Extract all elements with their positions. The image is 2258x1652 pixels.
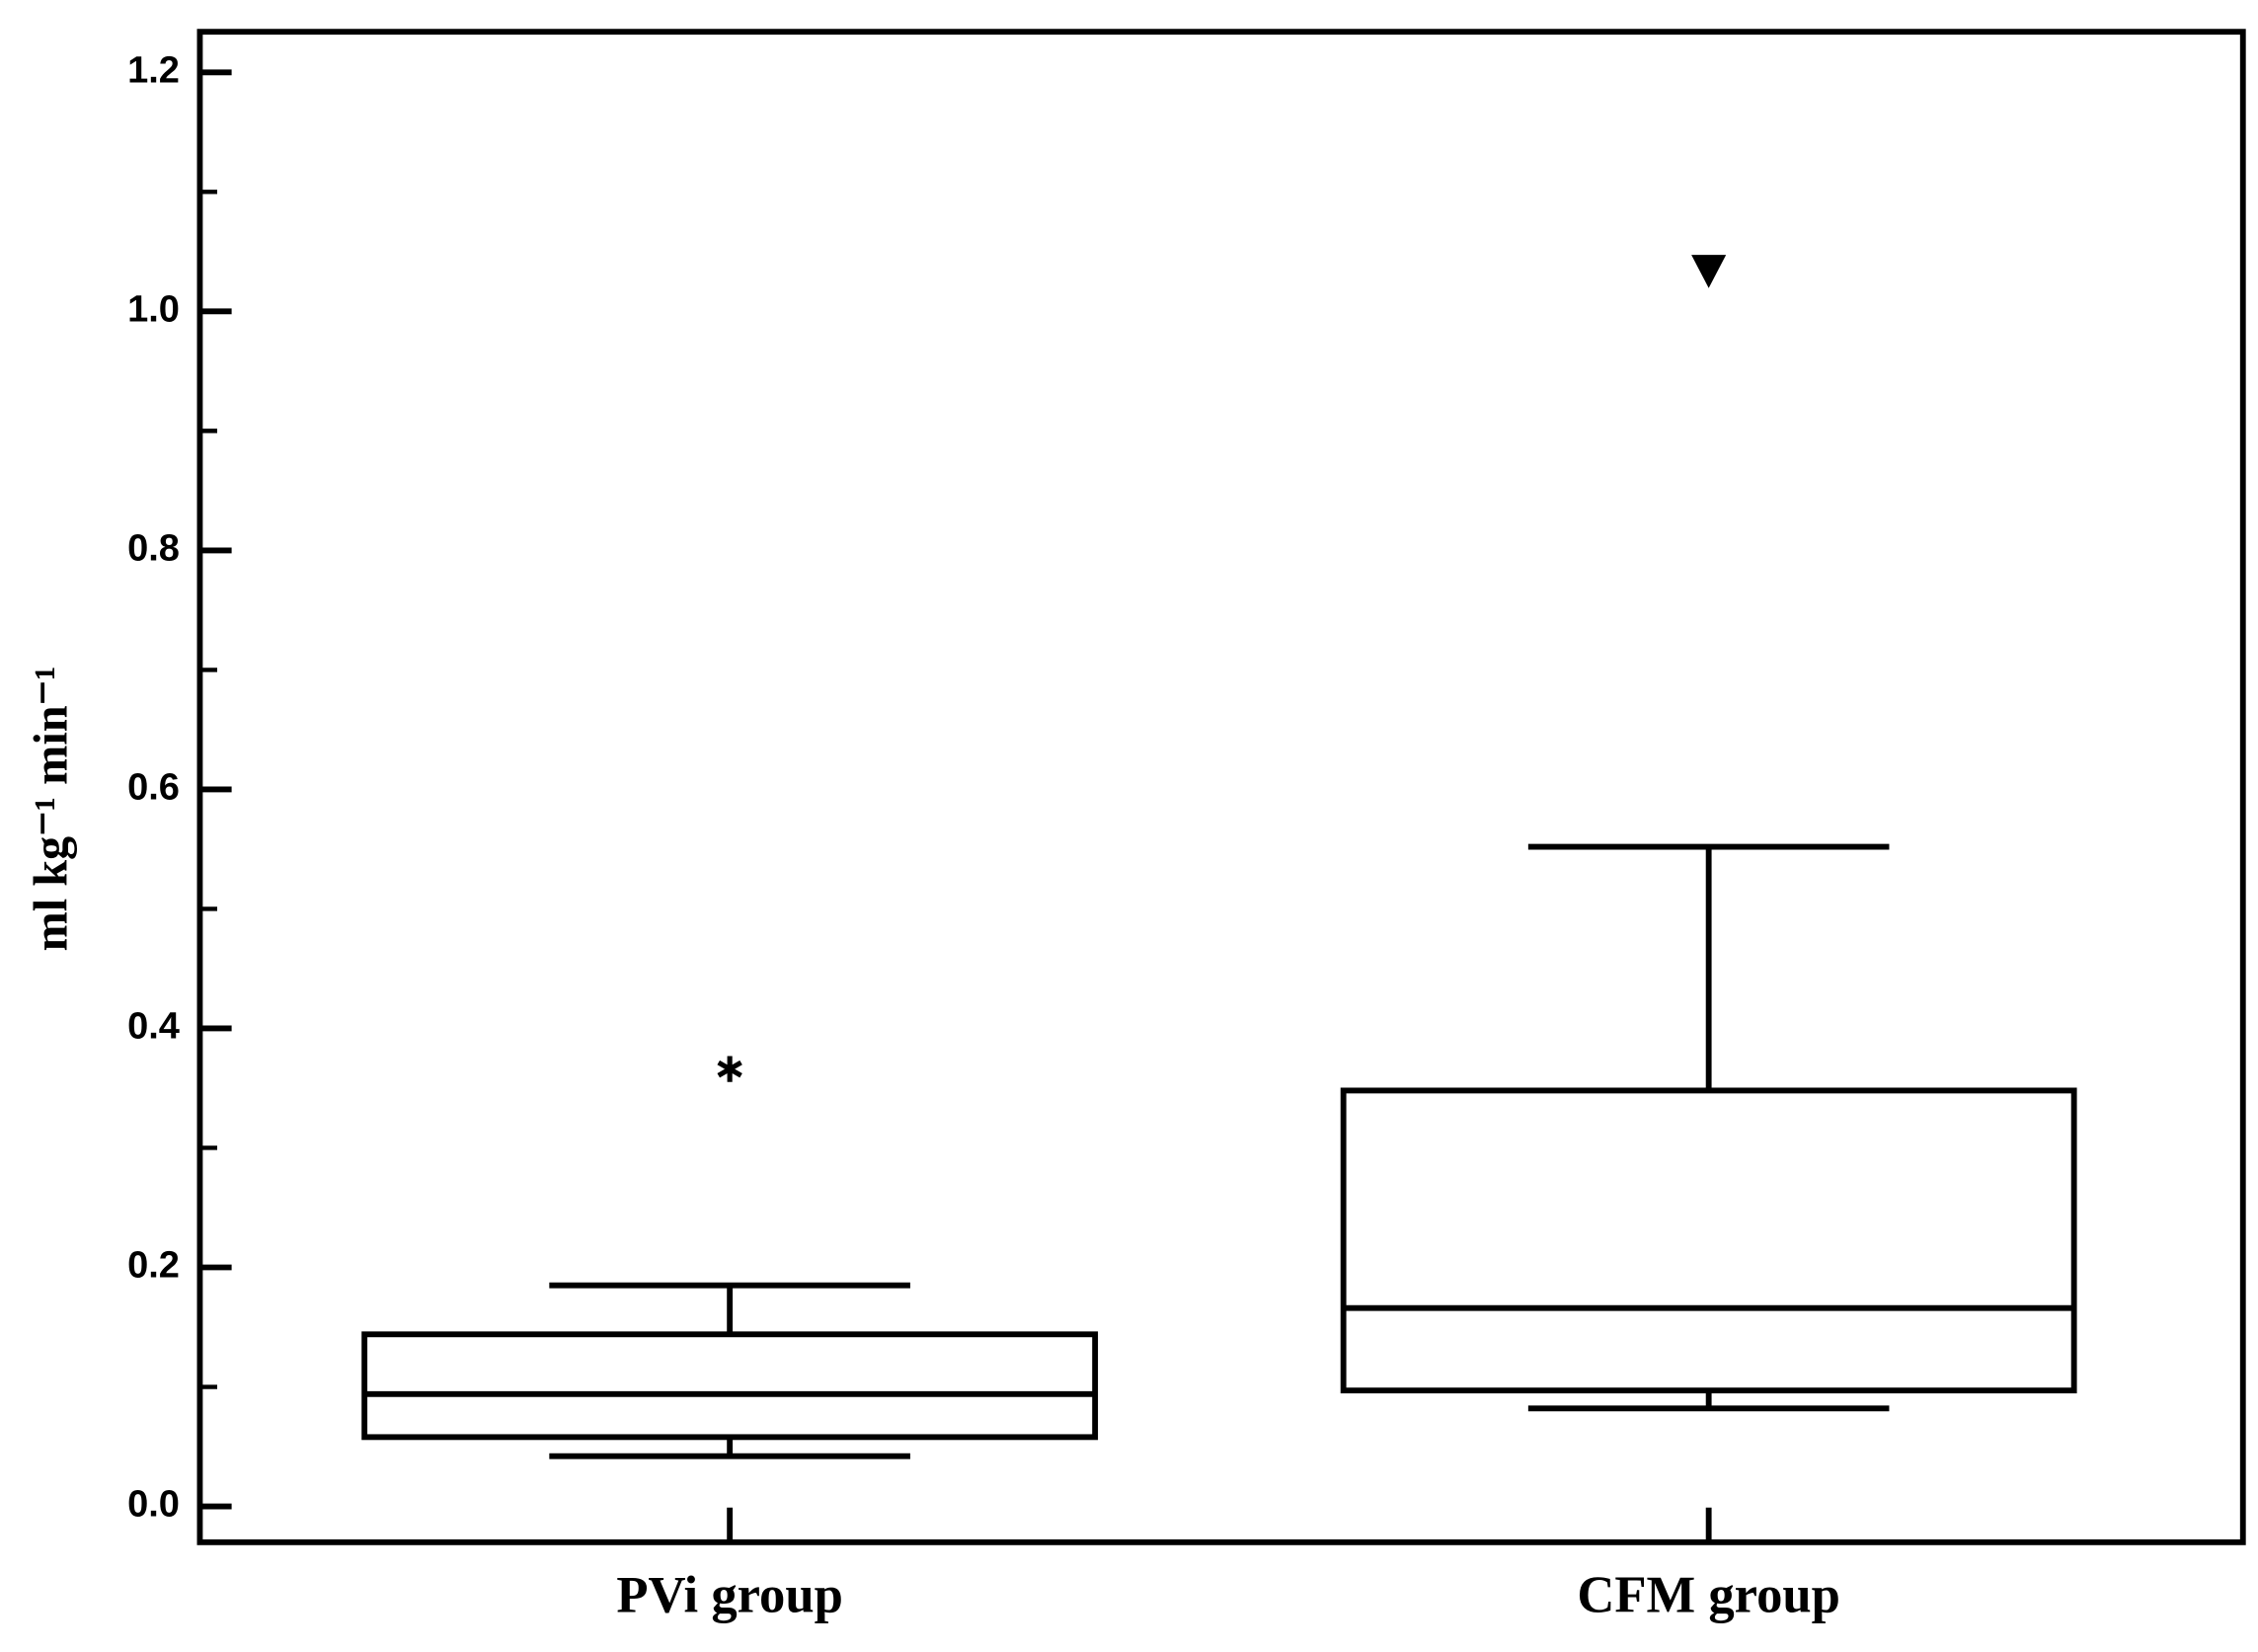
box	[1340, 1087, 2077, 1394]
box	[361, 1331, 1099, 1441]
outlier	[1691, 255, 1727, 288]
y-axis-label: ml kg⁻¹ min⁻¹	[25, 666, 77, 951]
y-tick-label: 0.8	[127, 527, 180, 569]
y-tick-label: 0.4	[127, 1006, 180, 1048]
outlier	[717, 1056, 742, 1082]
y-tick-label: 1.0	[127, 288, 180, 330]
x-tick-label: CFM group	[1577, 1566, 1840, 1623]
y-tick-label: 1.2	[127, 49, 180, 91]
x-tick-label: PVi group	[616, 1566, 843, 1623]
y-tick-label: 0.6	[127, 766, 180, 808]
y-tick-label: 0.2	[127, 1245, 180, 1287]
y-tick-label: 0.0	[127, 1484, 180, 1526]
